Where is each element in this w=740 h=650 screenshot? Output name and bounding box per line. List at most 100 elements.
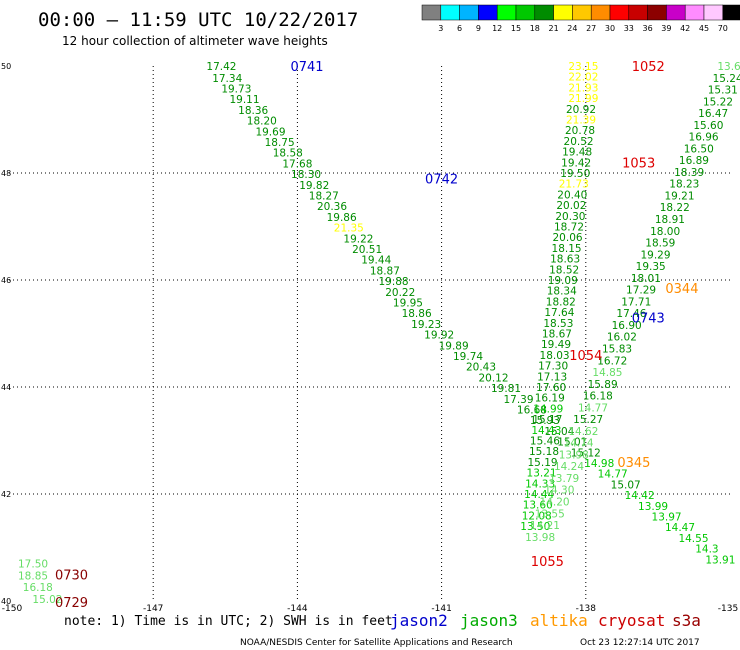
wave-height-label: 12.08	[522, 510, 552, 522]
wave-height-label: 19.35	[636, 261, 666, 273]
wave-height-label: 20.52	[564, 136, 594, 148]
wave-height-label: 15.04	[544, 426, 574, 438]
track-time-label: 0730	[55, 568, 88, 583]
chart-title: 00:00 – 11:59 UTC 10/22/2017	[38, 9, 358, 31]
wave-height-label: 18.39	[674, 167, 704, 179]
wave-height-label: 18.85	[18, 570, 48, 582]
wave-height-label: 18.00	[650, 226, 680, 238]
wave-height-label: 20.78	[565, 125, 595, 137]
wave-height-label: 16.96	[689, 132, 719, 144]
y-tick-label: 46	[1, 276, 11, 285]
wave-height-label: 16.89	[679, 155, 709, 167]
wave-height-label: 18.22	[660, 202, 690, 214]
colorbar-tick-label: 30	[605, 24, 615, 33]
track-time-label: 0344	[665, 282, 698, 297]
wave-height-label: 15.83	[602, 343, 632, 355]
wave-height-label: 19.81	[491, 383, 521, 395]
wave-height-label: 23.15	[568, 61, 598, 73]
wave-height-label: 15.19	[528, 457, 558, 469]
wave-height-label: 14.74	[564, 438, 594, 450]
wave-height-label: 17.29	[626, 285, 656, 297]
y-axis-tick-labels: 40 42 44 46 48 50	[1, 62, 11, 606]
wave-height-label: 16.02	[607, 332, 637, 344]
wave-height-label: 20.12	[478, 372, 508, 384]
wave-height-label: 17.39	[503, 394, 533, 406]
x-tick-label: -135	[718, 604, 738, 614]
wave-height-label: 18.86	[402, 308, 432, 320]
colorbar-swatch	[684, 4, 705, 21]
wave-height-label: 18.23	[669, 179, 699, 191]
legend-jason3: jason3	[460, 611, 518, 630]
wave-height-label: 15.01	[557, 437, 587, 449]
wave-height-label: 18.20	[247, 116, 277, 128]
wave-height-label: 19.29	[640, 249, 670, 261]
colorbar-tick-label: 39	[661, 24, 671, 33]
wave-height-label: 15.93	[530, 415, 560, 427]
wave-height-label: 14.77	[578, 402, 608, 414]
wave-height-label: 15.07	[611, 479, 641, 491]
wave-height-label: 19.48	[562, 147, 592, 159]
wave-height-label: 15.17	[532, 414, 562, 426]
x-tick-label: -141	[431, 604, 451, 614]
colorbar-swatch	[572, 4, 592, 21]
wave-height-label: 13.21	[527, 468, 557, 480]
wave-height-label: 15.89	[588, 379, 618, 391]
wave-height-label: 13.69	[717, 61, 740, 73]
wave-height-label: 13.99	[638, 501, 668, 513]
colorbar-swatch	[628, 4, 648, 21]
wave-height-label: 19.95	[393, 297, 423, 309]
wave-height-label: 19.44	[361, 255, 391, 267]
wave-height-label: 15.60	[693, 120, 723, 132]
wave-height-label: 19.49	[541, 339, 571, 351]
track-time-labels: 0741074207430741052105310541055003440345…	[55, 60, 699, 611]
wave-height-label: 15.46	[530, 436, 560, 448]
wave-height-label: 19.74	[453, 351, 483, 363]
track-time-label: 1052	[632, 60, 665, 75]
wave-height-label: 14.30	[544, 485, 574, 497]
wave-height-label: 19.69	[255, 126, 285, 138]
wave-height-label: 18.34	[547, 286, 577, 298]
wave-height-labels: 17.4217.3419.7319.1118.3618.2019.6918.75…	[18, 61, 740, 606]
track-time-label: 0742	[425, 172, 458, 187]
wave-height-label: 14.55	[678, 533, 708, 545]
wave-height-label: 18.91	[655, 214, 685, 226]
wave-height-label: 21.73	[559, 179, 589, 191]
legend-s3a: s3a	[672, 611, 701, 630]
wave-height-label: 19.11	[229, 94, 259, 106]
colorbar-swatch	[515, 4, 536, 21]
wave-height-label: 15.02	[32, 594, 62, 606]
colorbar-tick-label: 42	[680, 24, 690, 33]
wave-height-label: 19.23	[411, 319, 441, 331]
colorbar-tick-label: 15	[511, 24, 521, 33]
wave-height-label: 13.60	[523, 500, 553, 512]
track-time-label: 0729	[55, 596, 88, 611]
wave-height-label: 17.34	[212, 73, 242, 85]
wave-height-label: 18.58	[273, 148, 303, 160]
wave-height-label: 14.3	[695, 544, 718, 556]
colorbar-tick-label: 36	[643, 24, 653, 33]
wave-height-label: 20.51	[352, 244, 382, 256]
y-tick-label: 50	[1, 62, 11, 71]
track-time-label: 1055	[531, 555, 564, 570]
wave-height-label: 16.18	[583, 391, 613, 403]
wave-height-label: 16.68	[517, 404, 547, 416]
wave-height-label: 19.42	[561, 157, 591, 169]
wave-height-label: 17.42	[206, 61, 236, 73]
wave-height-label: 20.92	[566, 104, 596, 116]
wave-height-label: 20.40	[557, 189, 587, 201]
wave-height-label: 18.63	[550, 254, 580, 266]
x-tick-label: -144	[287, 604, 308, 614]
wave-height-label: 13.55	[535, 508, 565, 520]
y-tick-label: 44	[1, 383, 11, 392]
x-tick-label: -150	[2, 604, 23, 614]
wave-height-label: 18.01	[631, 273, 661, 285]
wave-height-label: 19.82	[299, 180, 329, 192]
wave-height-label: 18.30	[291, 169, 321, 181]
wave-height-label: 19.21	[664, 190, 694, 202]
wave-height-label: 19.22	[343, 233, 373, 245]
colorbar-tick-label: 18	[530, 24, 540, 33]
wave-height-label: 18.52	[549, 264, 579, 276]
wave-height-label: 20.30	[555, 211, 585, 223]
track-time-label: 0741	[290, 60, 323, 75]
wave-height-label: 16.18	[23, 582, 53, 594]
